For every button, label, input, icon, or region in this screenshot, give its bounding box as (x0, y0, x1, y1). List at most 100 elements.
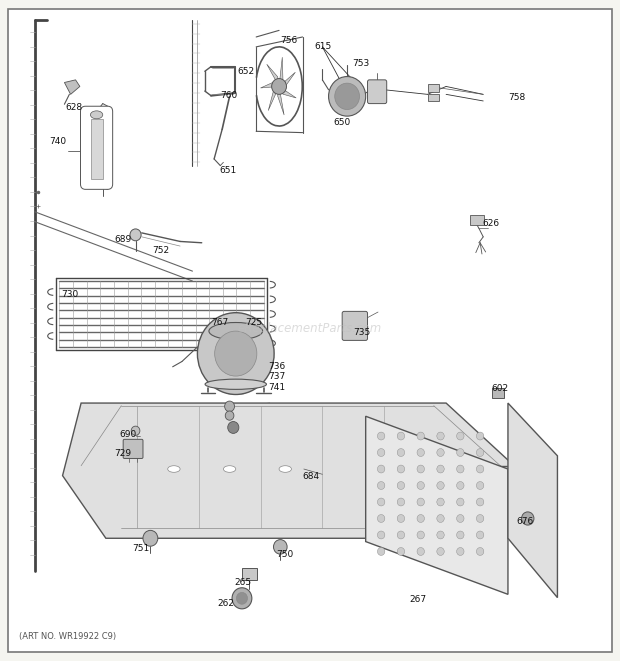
Circle shape (378, 482, 385, 489)
Circle shape (476, 482, 484, 489)
Circle shape (273, 539, 287, 554)
Circle shape (437, 432, 445, 440)
Circle shape (456, 498, 464, 506)
Circle shape (378, 449, 385, 457)
Text: 758: 758 (508, 93, 525, 102)
Circle shape (437, 449, 445, 457)
Polygon shape (267, 64, 279, 87)
Ellipse shape (279, 466, 291, 473)
Circle shape (197, 313, 274, 395)
Text: 730: 730 (61, 290, 79, 299)
Text: 651: 651 (219, 166, 236, 175)
Text: 690: 690 (120, 430, 137, 438)
Polygon shape (279, 72, 295, 87)
Text: 760: 760 (220, 91, 237, 100)
Circle shape (437, 482, 445, 489)
Text: 737: 737 (268, 372, 285, 381)
FancyBboxPatch shape (81, 106, 113, 189)
Circle shape (417, 465, 425, 473)
Text: 752: 752 (153, 245, 169, 254)
Circle shape (417, 514, 425, 522)
Circle shape (378, 432, 385, 440)
Circle shape (417, 531, 425, 539)
Polygon shape (508, 403, 557, 598)
Circle shape (476, 514, 484, 522)
Bar (492, 388, 503, 398)
Text: (ART NO. WR19922 C9): (ART NO. WR19922 C9) (19, 631, 117, 641)
Bar (428, 95, 439, 101)
Circle shape (476, 547, 484, 555)
Bar (242, 568, 257, 580)
Bar (91, 120, 104, 178)
Circle shape (224, 401, 234, 412)
Polygon shape (63, 403, 514, 538)
Circle shape (456, 531, 464, 539)
Circle shape (456, 432, 464, 440)
Text: 729: 729 (114, 449, 131, 458)
Circle shape (456, 482, 464, 489)
Circle shape (417, 498, 425, 506)
Text: 684: 684 (302, 473, 319, 481)
Circle shape (397, 482, 405, 489)
Circle shape (521, 512, 534, 525)
Circle shape (397, 547, 405, 555)
Ellipse shape (209, 323, 263, 340)
Text: 751: 751 (133, 543, 149, 553)
Circle shape (476, 531, 484, 539)
Circle shape (437, 465, 445, 473)
Polygon shape (268, 87, 279, 110)
Circle shape (378, 498, 385, 506)
Text: 676: 676 (516, 518, 533, 526)
Circle shape (476, 498, 484, 506)
Text: eReplacementParts.com: eReplacementParts.com (238, 322, 382, 335)
Circle shape (476, 449, 484, 457)
Text: 262: 262 (217, 599, 234, 608)
Circle shape (329, 77, 366, 116)
Polygon shape (366, 416, 508, 594)
Text: 615: 615 (314, 42, 332, 52)
Polygon shape (278, 87, 284, 115)
Circle shape (417, 547, 425, 555)
Circle shape (236, 592, 247, 604)
Circle shape (215, 331, 257, 376)
Circle shape (417, 449, 425, 457)
Circle shape (437, 547, 445, 555)
Circle shape (397, 465, 405, 473)
FancyBboxPatch shape (342, 311, 368, 340)
Circle shape (225, 411, 234, 420)
Circle shape (397, 531, 405, 539)
Circle shape (335, 83, 360, 110)
Circle shape (378, 465, 385, 473)
Circle shape (437, 498, 445, 506)
Circle shape (437, 514, 445, 522)
Ellipse shape (223, 466, 236, 473)
Text: 767: 767 (211, 318, 228, 327)
Ellipse shape (91, 111, 103, 119)
Circle shape (228, 422, 239, 434)
Text: 741: 741 (268, 383, 285, 393)
Circle shape (397, 498, 405, 506)
Ellipse shape (205, 379, 267, 389)
Text: 750: 750 (276, 550, 293, 559)
Text: 736: 736 (268, 362, 285, 371)
Circle shape (417, 432, 425, 440)
Text: 740: 740 (49, 137, 66, 146)
Circle shape (476, 432, 484, 440)
Circle shape (378, 514, 385, 522)
Text: 267: 267 (409, 595, 426, 604)
Circle shape (437, 531, 445, 539)
Text: 753: 753 (352, 59, 370, 68)
Circle shape (456, 547, 464, 555)
Circle shape (417, 482, 425, 489)
Text: 628: 628 (66, 103, 83, 112)
Text: 725: 725 (245, 318, 262, 327)
Text: 652: 652 (237, 67, 255, 77)
Polygon shape (279, 58, 283, 87)
Circle shape (378, 531, 385, 539)
Circle shape (397, 449, 405, 457)
Text: 650: 650 (334, 118, 351, 127)
Text: 602: 602 (491, 384, 508, 393)
Circle shape (456, 465, 464, 473)
Circle shape (232, 588, 252, 609)
Text: 626: 626 (482, 219, 499, 228)
